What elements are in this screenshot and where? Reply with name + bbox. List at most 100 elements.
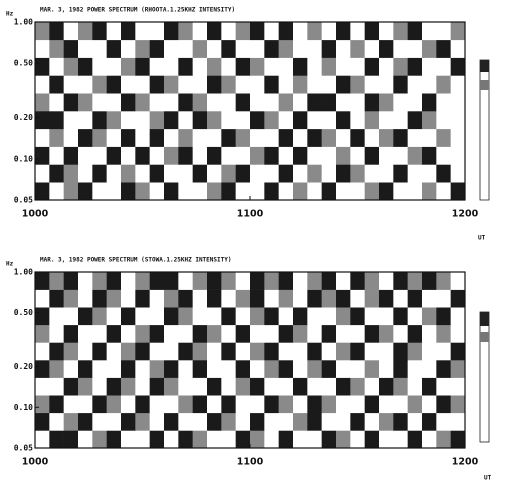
cell bbox=[178, 342, 193, 361]
cell bbox=[235, 360, 251, 378]
cell bbox=[49, 272, 64, 290]
cell bbox=[321, 75, 337, 94]
cell bbox=[135, 93, 150, 112]
cell bbox=[250, 360, 265, 378]
cell bbox=[307, 22, 322, 41]
cell bbox=[135, 75, 150, 94]
cell bbox=[393, 111, 408, 130]
cell bbox=[250, 22, 265, 41]
cell bbox=[35, 111, 50, 130]
cell bbox=[307, 128, 322, 147]
cell bbox=[49, 412, 64, 431]
cell bbox=[235, 395, 251, 414]
cell bbox=[135, 377, 150, 396]
cell bbox=[178, 412, 193, 431]
cell bbox=[278, 412, 294, 431]
cell bbox=[407, 307, 423, 326]
cell bbox=[63, 22, 79, 41]
cell bbox=[321, 57, 337, 76]
cell bbox=[393, 75, 408, 94]
cell bbox=[364, 182, 380, 201]
cell bbox=[250, 164, 265, 183]
cell bbox=[321, 111, 337, 130]
cell bbox=[293, 57, 308, 76]
y-axis-label: Hz bbox=[6, 11, 14, 18]
chart-title: MAR. 3, 1982 POWER SPECTRUM (RHOOTA.1.25… bbox=[40, 7, 235, 14]
cell bbox=[264, 430, 279, 449]
cell bbox=[350, 22, 365, 41]
cell bbox=[422, 39, 437, 58]
cell bbox=[250, 128, 265, 147]
x-tick-label: 1100 bbox=[237, 457, 264, 468]
cell bbox=[379, 182, 394, 201]
cell bbox=[78, 128, 93, 147]
cell bbox=[164, 377, 179, 396]
cell bbox=[149, 324, 165, 343]
cell bbox=[379, 342, 394, 361]
cell bbox=[336, 111, 351, 130]
cell bbox=[278, 342, 294, 361]
cell bbox=[379, 307, 394, 326]
cell bbox=[164, 164, 179, 183]
cell bbox=[422, 93, 437, 112]
cell bbox=[49, 146, 64, 165]
cell bbox=[364, 272, 380, 290]
cell bbox=[121, 22, 136, 41]
cell bbox=[407, 360, 423, 378]
cell bbox=[207, 342, 222, 361]
cell bbox=[250, 57, 265, 76]
cell bbox=[35, 324, 50, 343]
cell bbox=[307, 111, 322, 130]
cell bbox=[278, 128, 294, 147]
cell bbox=[407, 39, 423, 58]
cell bbox=[135, 412, 150, 431]
cell bbox=[121, 395, 136, 414]
cell bbox=[450, 111, 466, 130]
cell bbox=[35, 182, 50, 201]
cell bbox=[164, 289, 179, 308]
cell bbox=[364, 111, 380, 130]
cell bbox=[379, 272, 394, 290]
cell bbox=[78, 39, 93, 58]
cell bbox=[293, 182, 308, 201]
cell bbox=[278, 146, 294, 165]
x-tick-label: 1200 bbox=[452, 457, 479, 468]
cell bbox=[293, 395, 308, 414]
cell bbox=[278, 430, 294, 449]
cell bbox=[422, 360, 437, 378]
cell bbox=[407, 164, 423, 183]
cell bbox=[121, 111, 136, 130]
cell bbox=[379, 377, 394, 396]
cell bbox=[278, 395, 294, 414]
cell bbox=[450, 360, 466, 378]
cell bbox=[436, 430, 451, 449]
cell bbox=[92, 324, 107, 343]
cell bbox=[450, 272, 466, 290]
cell bbox=[192, 289, 208, 308]
cell bbox=[192, 93, 208, 112]
cell bbox=[221, 342, 236, 361]
cell bbox=[106, 360, 122, 378]
cell bbox=[235, 307, 251, 326]
cell bbox=[278, 93, 294, 112]
cell bbox=[63, 360, 79, 378]
cell bbox=[63, 57, 79, 76]
y-tick-label: 0.10 bbox=[14, 154, 33, 163]
cell bbox=[364, 307, 380, 326]
cell bbox=[106, 395, 122, 414]
cell bbox=[135, 272, 150, 290]
cell bbox=[235, 75, 251, 94]
cell bbox=[250, 272, 265, 290]
cell bbox=[235, 128, 251, 147]
cell bbox=[135, 324, 150, 343]
cell bbox=[307, 307, 322, 326]
cell bbox=[135, 146, 150, 165]
cell bbox=[293, 93, 308, 112]
cell bbox=[78, 412, 93, 431]
chart-title: MAR. 3, 1982 POWER SPECTRUM (STOWA.1.25K… bbox=[40, 257, 231, 264]
cell bbox=[78, 57, 93, 76]
cell bbox=[149, 57, 165, 76]
cell bbox=[336, 412, 351, 431]
cell bbox=[178, 289, 193, 308]
cell bbox=[164, 307, 179, 326]
